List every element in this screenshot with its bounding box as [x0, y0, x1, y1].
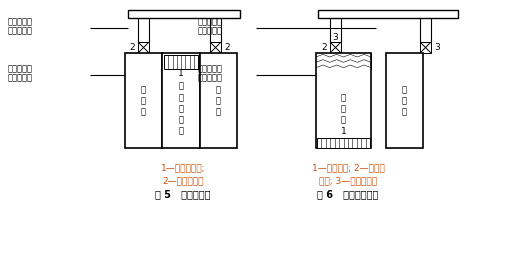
Text: 3: 3 [333, 34, 338, 42]
Text: 图 5   设围档送风: 图 5 设围档送风 [155, 189, 211, 199]
Text: 万
级
区: 万 级 区 [402, 85, 407, 116]
Text: 1—垂直层流罩;: 1—垂直层流罩; [161, 164, 205, 172]
Text: 万
级
区: 万 级 区 [141, 85, 146, 116]
Bar [420, 42, 431, 53]
Text: 局
部
百
级
区: 局 部 百 级 区 [179, 82, 184, 135]
Text: 图 6   格栅地板回风: 图 6 格栅地板回风 [317, 189, 378, 199]
Bar [386, 53, 423, 148]
Text: 3: 3 [434, 43, 440, 52]
Text: 滤器; 3—高效送风口: 滤器; 3—高效送风口 [319, 177, 377, 185]
Bar [210, 42, 221, 53]
Text: 2: 2 [129, 43, 135, 52]
Bar [162, 53, 200, 148]
Bar [316, 53, 371, 69]
Text: 调器送风管: 调器送风管 [198, 26, 223, 36]
Text: 调器回风管: 调器回风管 [8, 73, 33, 83]
Bar [318, 10, 458, 18]
Text: 万
级
区: 万 级 区 [216, 85, 221, 116]
Bar [317, 138, 370, 148]
Text: 调器回风管: 调器回风管 [198, 73, 223, 83]
Bar [330, 42, 341, 53]
Bar [125, 53, 162, 148]
Text: 1: 1 [178, 69, 184, 77]
Text: 2: 2 [322, 43, 327, 52]
Bar [164, 55, 198, 69]
Bar [316, 53, 371, 148]
Text: 调器送风管: 调器送风管 [8, 26, 33, 36]
Bar [128, 10, 240, 18]
Text: 接组合式空: 接组合式空 [198, 18, 223, 26]
Text: 1—格栅地板; 2—风机过: 1—格栅地板; 2—风机过 [312, 164, 384, 172]
Bar [138, 42, 149, 53]
Text: 2—高效送风口: 2—高效送风口 [162, 177, 204, 185]
Bar [200, 53, 237, 148]
Text: 接组合式空: 接组合式空 [198, 65, 223, 73]
Text: 接组合式空: 接组合式空 [8, 18, 33, 26]
Text: 百
级
区: 百 级 区 [341, 93, 346, 124]
Text: 1: 1 [341, 128, 347, 136]
Text: 接组合式空: 接组合式空 [8, 65, 33, 73]
Text: 2: 2 [224, 43, 230, 52]
